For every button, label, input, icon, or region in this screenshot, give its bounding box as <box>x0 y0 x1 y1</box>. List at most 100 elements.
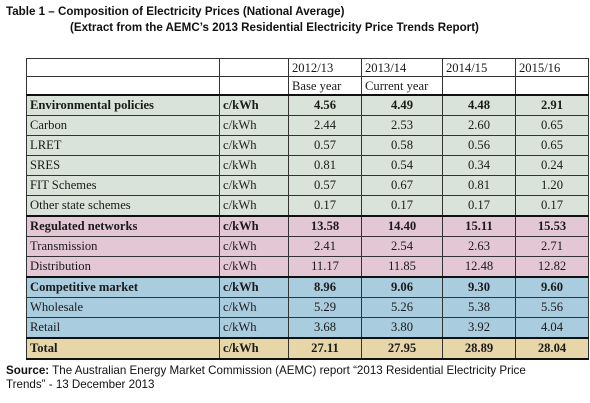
row-label: Regulated networks <box>26 215 220 237</box>
row-value: 2.60 <box>442 115 516 136</box>
row-value: 5.38 <box>442 297 516 318</box>
row-unit: c/kWh <box>219 256 289 278</box>
row-label: Transmission <box>26 236 220 257</box>
row-value: 0.67 <box>361 175 443 196</box>
row-value: 0.17 <box>361 195 443 217</box>
table-row: LRET c/kWh 0.57 0.58 0.56 0.65 <box>26 135 589 156</box>
row-unit: c/kWh <box>219 94 289 116</box>
header-year: 2012/13 <box>288 58 362 77</box>
row-unit: c/kWh <box>219 215 289 237</box>
header-note <box>515 76 589 96</box>
table-row: Total c/kWh 27.11 27.95 28.89 28.04 <box>26 337 589 360</box>
header-blank-label <box>26 76 220 96</box>
header-blank-label <box>26 58 220 77</box>
table-body: 2012/13 2013/14 2014/15 2015/16 Base yea… <box>26 58 589 360</box>
row-unit: c/kWh <box>219 236 289 257</box>
row-label: Wholesale <box>26 297 220 318</box>
table-row: Transmission c/kWh 2.41 2.54 2.63 2.71 <box>26 236 589 257</box>
row-label: Environmental policies <box>26 94 220 116</box>
row-value: 4.04 <box>515 317 589 339</box>
row-label: Retail <box>26 317 220 339</box>
row-value: 9.06 <box>361 276 443 298</box>
header-blank-unit <box>219 58 289 77</box>
title-line-2: (Extract from the AEMC’s 2013 Residentia… <box>70 21 479 34</box>
row-value: 0.24 <box>515 155 589 176</box>
header-note: Base year <box>288 76 362 96</box>
table-row: Other state schemes c/kWh 0.17 0.17 0.17 0.17 <box>26 195 589 217</box>
table-row: Distribution c/kWh 11.17 11.85 12.48 12.82 <box>26 256 589 278</box>
row-unit: c/kWh <box>219 297 289 318</box>
row-value: 0.54 <box>361 155 443 176</box>
row-value: 9.60 <box>515 276 589 298</box>
row-value: 3.92 <box>442 317 516 339</box>
table-row: SRES c/kWh 0.81 0.54 0.34 0.24 <box>26 155 589 176</box>
row-value: 15.11 <box>442 215 516 237</box>
row-value: 2.63 <box>442 236 516 257</box>
row-value: 28.89 <box>442 337 516 360</box>
row-label: Other state schemes <box>26 195 220 217</box>
row-unit: c/kWh <box>219 115 289 136</box>
row-value: 0.17 <box>288 195 362 217</box>
row-value: 4.49 <box>361 94 443 116</box>
table-row: Regulated networks c/kWh 13.58 14.40 15.11 15… <box>26 215 589 237</box>
row-label: Total <box>26 337 220 360</box>
row-unit: c/kWh <box>219 135 289 156</box>
table-row: Retail c/kWh 3.68 3.80 3.92 4.04 <box>26 317 589 339</box>
row-label: Competitive market <box>26 276 220 298</box>
table-row: Wholesale c/kWh 5.29 5.26 5.38 5.56 <box>26 297 589 318</box>
header-year: 2013/14 <box>361 58 443 77</box>
row-label: LRET <box>26 135 220 156</box>
row-value: 4.48 <box>442 94 516 116</box>
row-value: 0.65 <box>515 115 589 136</box>
row-unit: c/kWh <box>219 276 289 298</box>
row-value: 0.17 <box>515 195 589 217</box>
source-label: Source: <box>6 364 50 377</box>
row-value: 1.20 <box>515 175 589 196</box>
row-value: 15.53 <box>515 215 589 237</box>
row-label: SRES <box>26 155 220 176</box>
row-label: Carbon <box>26 115 220 136</box>
header-year: 2014/15 <box>442 58 516 77</box>
source-text: The Australian Energy Market Commission … <box>6 364 526 391</box>
row-value: 0.34 <box>442 155 516 176</box>
header-note: Current year <box>361 76 443 96</box>
row-value: 0.65 <box>515 135 589 156</box>
table-row: Carbon c/kWh 2.44 2.53 2.60 0.65 <box>26 115 589 136</box>
row-value: 0.57 <box>288 135 362 156</box>
row-value: 0.17 <box>442 195 516 217</box>
row-value: 3.68 <box>288 317 362 339</box>
row-value: 5.56 <box>515 297 589 318</box>
row-value: 5.26 <box>361 297 443 318</box>
row-label: Distribution <box>26 256 220 278</box>
row-value: 0.58 <box>361 135 443 156</box>
row-value: 14.40 <box>361 215 443 237</box>
row-value: 0.56 <box>442 135 516 156</box>
row-value: 3.80 <box>361 317 443 339</box>
row-value: 12.48 <box>442 256 516 278</box>
row-value: 5.29 <box>288 297 362 318</box>
row-value: 2.53 <box>361 115 443 136</box>
price-composition-table: 2012/13 2013/14 2014/15 2015/16 Base yea… <box>26 58 589 360</box>
table-row: FIT Schemes c/kWh 0.57 0.67 0.81 1.20 <box>26 175 589 196</box>
row-value: 13.58 <box>288 215 362 237</box>
row-value: 9.30 <box>442 276 516 298</box>
row-value: 2.54 <box>361 236 443 257</box>
header-row-notes: Base year Current year <box>26 76 589 96</box>
row-unit: c/kWh <box>219 155 289 176</box>
row-value: 2.41 <box>288 236 362 257</box>
table-row: Competitive market c/kWh 8.96 9.06 9.30 9.60 <box>26 276 589 298</box>
table-title: Table 1 – Composition of Electricity Pri… <box>6 4 479 36</box>
row-label: FIT Schemes <box>26 175 220 196</box>
row-value: 0.57 <box>288 175 362 196</box>
source-note: Source: The Australian Energy Market Com… <box>6 364 566 392</box>
header-row-years: 2012/13 2013/14 2014/15 2015/16 <box>26 58 589 77</box>
row-value: 27.95 <box>361 337 443 360</box>
row-value: 11.17 <box>288 256 362 278</box>
row-unit: c/kWh <box>219 195 289 217</box>
row-value: 4.56 <box>288 94 362 116</box>
header-note <box>442 76 516 96</box>
table-row: Environmental policies c/kWh 4.56 4.49 4.48 2… <box>26 94 589 116</box>
row-unit: c/kWh <box>219 175 289 196</box>
row-unit: c/kWh <box>219 337 289 360</box>
row-unit: c/kWh <box>219 317 289 339</box>
